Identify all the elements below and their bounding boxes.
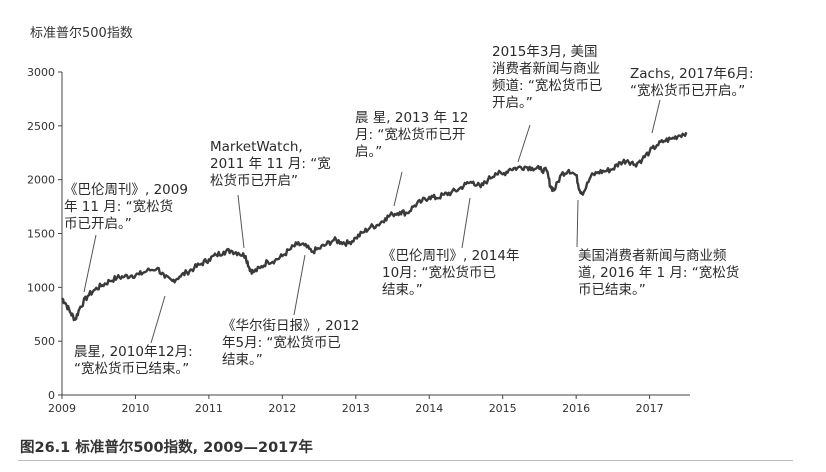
leader-line bbox=[237, 194, 245, 249]
y-tick-label: 3000 bbox=[27, 66, 55, 79]
leader-line bbox=[293, 254, 306, 316]
caption-underline bbox=[18, 460, 793, 461]
sp500-series-line bbox=[60, 131, 688, 322]
annotation-marketwatch-2011: MarketWatch, 2011 年 11 月: “宽 松货币已开启” bbox=[210, 139, 331, 189]
x-tick-label: 2016 bbox=[562, 402, 590, 415]
leader-line bbox=[393, 171, 403, 207]
x-tick-label: 2013 bbox=[342, 402, 370, 415]
annotation-morningstar-2013: 晨 星, 2013 年 12 月: “宽松货币已开 启。” bbox=[355, 110, 469, 160]
y-tick-label: 500 bbox=[34, 335, 55, 348]
x-tick-label: 2009 bbox=[48, 402, 76, 415]
annotation-leaders bbox=[83, 99, 661, 344]
x-tick-label: 2015 bbox=[489, 402, 517, 415]
figure-caption: 图26.1 标准普尔500指数, 2009—2017年 bbox=[20, 440, 313, 456]
x-tick-label: 2010 bbox=[121, 402, 149, 415]
y-tick-label: 2500 bbox=[27, 120, 55, 133]
x-tick-label: 2014 bbox=[415, 402, 443, 415]
y-tick-label: 1500 bbox=[27, 228, 55, 241]
leader-line bbox=[651, 99, 661, 134]
leader-line bbox=[150, 295, 166, 344]
y-tick-label: 0 bbox=[48, 389, 55, 402]
x-tick-label: 2011 bbox=[195, 402, 223, 415]
y-tick-label: 1000 bbox=[27, 281, 55, 294]
annotation-wsj-2012: 《华尔街日报》, 2012 年5月: “宽松货币已 结束。” bbox=[222, 318, 360, 368]
annotation-zachs-2017: Zachs, 2017年6月: “宽松货币已开启。” bbox=[630, 66, 754, 99]
leader-line bbox=[461, 197, 471, 249]
y-axis-label: 标准普尔500指数 bbox=[30, 26, 133, 41]
chart-axes: 0 500 1000 1500 2000 2500 3000 2009 2010 2011 2012… bbox=[27, 66, 690, 415]
annotation-barrons-2014: 《巴伦周刊》, 2014年 10月: “宽松货币已 结束。” bbox=[382, 248, 520, 298]
annotation-barrons-2009: 《巴伦周刊》, 2009 年 11 月: “宽松货 币已开启。” bbox=[64, 182, 188, 232]
annotation-morningstar-2010: 晨星, 2010年12月: “宽松货币已结束。” bbox=[74, 344, 193, 377]
leader-line bbox=[576, 199, 579, 248]
x-tick-label: 2017 bbox=[636, 402, 664, 415]
annotation-usnews-2015: 2015年3月, 美国 消费者新闻与商业 频道: “宽松货币已 开启。” bbox=[492, 44, 603, 111]
leader-line bbox=[517, 124, 531, 163]
leader-line bbox=[83, 234, 97, 293]
y-tick-label: 2000 bbox=[27, 174, 55, 187]
x-tick-label: 2012 bbox=[268, 402, 296, 415]
annotation-usnews-2016: 美国消费者新闻与商业频 道, 2016 年 1 月: “宽松货 币已结束。” bbox=[578, 248, 740, 298]
